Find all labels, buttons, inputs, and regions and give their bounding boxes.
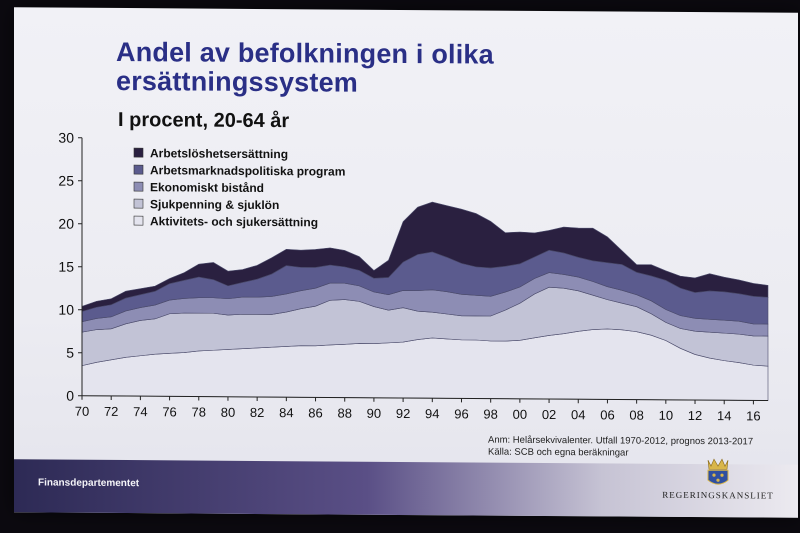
legend-swatch-4 bbox=[133, 215, 144, 226]
x-tick-label: 92 bbox=[396, 406, 410, 421]
y-tick-label: 0 bbox=[66, 388, 74, 404]
stacked-area-chart: 0 5 10 15 20 25 30 70 72 74 76 78 80 82 84 86 88 90 92 94 96… bbox=[58, 130, 769, 423]
x-tick-label: 06 bbox=[600, 407, 614, 422]
legend-swatch-3 bbox=[133, 198, 144, 209]
legend-label-2: Ekonomiskt bistånd bbox=[150, 180, 264, 195]
x-axis-line bbox=[82, 395, 768, 402]
x-tick-label: 74 bbox=[133, 404, 147, 419]
x-tick-label: 80 bbox=[221, 405, 235, 420]
regeringskansliet-logo: REGERINGSKANSLIET bbox=[650, 454, 786, 507]
x-tick-label: 82 bbox=[250, 405, 264, 420]
x-tick-label: 86 bbox=[308, 405, 322, 420]
y-tick-label: 30 bbox=[58, 130, 74, 146]
legend-swatch-1 bbox=[133, 164, 144, 175]
y-tick-label: 10 bbox=[58, 302, 74, 318]
legend-label-0: Arbetslöshetsersättning bbox=[150, 146, 288, 161]
x-tick-label: 72 bbox=[104, 404, 118, 419]
x-tick-label: 88 bbox=[337, 406, 351, 421]
y-tick-label: 25 bbox=[58, 173, 74, 189]
x-tick-label: 14 bbox=[717, 408, 731, 423]
slide: Andel av befolkningen i olika ersättning… bbox=[14, 7, 798, 518]
x-tick-label: 78 bbox=[192, 405, 206, 420]
legend-label-3: Sjukpenning & sjuklön bbox=[150, 197, 279, 212]
logo-text: REGERINGSKANSLIET bbox=[662, 489, 774, 501]
x-tick-label: 84 bbox=[279, 405, 293, 420]
y-tick-label: 15 bbox=[58, 259, 74, 275]
y-tick-label: 20 bbox=[58, 216, 74, 232]
crown-emblem-icon bbox=[707, 458, 729, 485]
legend-swatch-2 bbox=[133, 181, 144, 192]
x-tick-label: 02 bbox=[542, 407, 556, 422]
legend-swatch-0 bbox=[133, 147, 144, 158]
x-tick-label: 00 bbox=[513, 407, 527, 422]
x-tick-label: 70 bbox=[75, 404, 89, 419]
x-tick-label: 90 bbox=[367, 406, 381, 421]
x-tick-label: 04 bbox=[571, 407, 585, 422]
x-tick-label: 10 bbox=[659, 408, 673, 423]
x-tick-label: 76 bbox=[162, 404, 176, 419]
x-tick-label: 08 bbox=[629, 408, 643, 423]
legend-label-4: Aktivitets- och sjukersättning bbox=[150, 214, 318, 229]
legend-label-1: Arbetsmarknadspolitiska program bbox=[150, 163, 345, 178]
x-tick-label: 96 bbox=[454, 406, 468, 421]
x-tick-label: 12 bbox=[688, 408, 702, 423]
y-tick-label: 5 bbox=[66, 345, 74, 361]
department-label: Finansdepartementet bbox=[38, 477, 140, 490]
x-tick-label: 94 bbox=[425, 406, 439, 421]
series-area-4 bbox=[81, 201, 769, 312]
x-tick-label: 16 bbox=[746, 408, 760, 423]
x-tick-label: 98 bbox=[483, 407, 497, 422]
